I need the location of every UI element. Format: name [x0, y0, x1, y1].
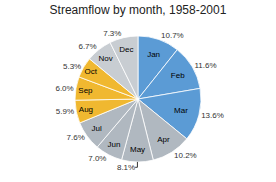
svg-text:Feb: Feb: [171, 71, 185, 80]
svg-text:7.6%: 7.6%: [67, 133, 85, 142]
svg-text:8.1%: 8.1%: [117, 163, 135, 172]
svg-text:10.2%: 10.2%: [174, 151, 197, 160]
svg-text:6.0%: 6.0%: [55, 84, 73, 93]
svg-text:Nov: Nov: [99, 54, 113, 63]
svg-text:Streamflow by month, 1958-2001: Streamflow by month, 1958-2001: [50, 3, 227, 17]
svg-text:Dec: Dec: [119, 45, 133, 54]
svg-text:Mar: Mar: [174, 106, 188, 115]
svg-text:Jun: Jun: [107, 140, 120, 149]
svg-text:5.9%: 5.9%: [56, 107, 74, 116]
svg-text:May: May: [130, 145, 145, 154]
svg-text:Sep: Sep: [78, 86, 93, 95]
svg-text:Oct: Oct: [85, 67, 98, 76]
svg-text:10.7%: 10.7%: [161, 31, 184, 40]
svg-text:11.6%: 11.6%: [194, 61, 216, 70]
svg-text:Aug: Aug: [79, 105, 93, 114]
svg-text:Apr: Apr: [157, 135, 170, 144]
svg-text:Jan: Jan: [147, 50, 160, 59]
svg-text:Jul: Jul: [92, 124, 102, 133]
svg-text:13.6%: 13.6%: [201, 111, 224, 120]
svg-text:6.7%: 6.7%: [78, 42, 96, 51]
svg-text:5.3%: 5.3%: [63, 62, 81, 71]
svg-text:7.0%: 7.0%: [88, 154, 106, 163]
svg-text:7.3%: 7.3%: [103, 29, 121, 38]
